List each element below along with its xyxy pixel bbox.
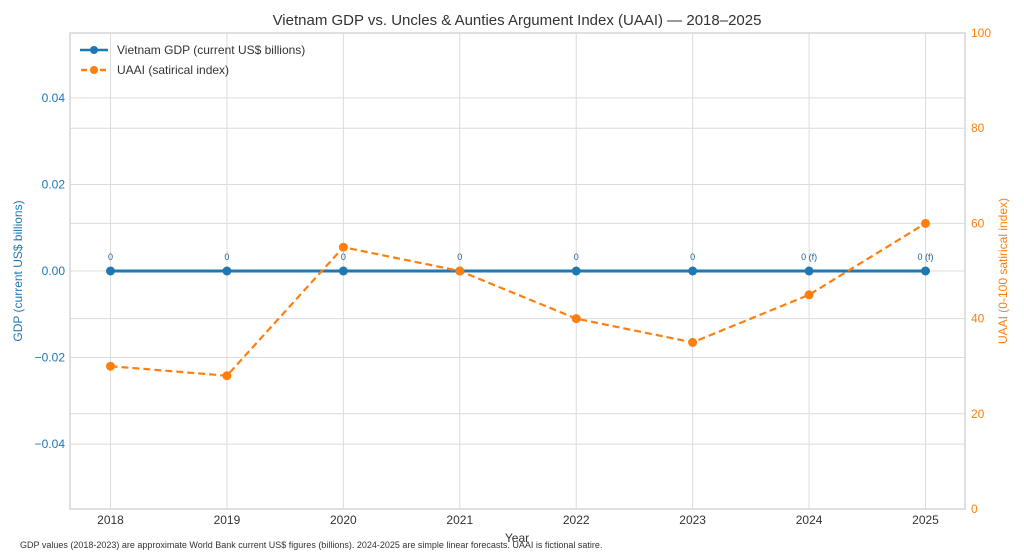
gdp-data-label: 0	[341, 252, 346, 262]
x-tick-label: 2019	[214, 513, 241, 527]
left-axis-ticks: 0.04 0.02 0.00 −0.02 −0.04	[35, 91, 66, 451]
x-tick-label: 2020	[330, 513, 357, 527]
right-tick-label: 100	[971, 26, 991, 40]
footnote: GDP values (2018-2023) are approximate W…	[20, 540, 602, 550]
gdp-point	[571, 266, 581, 276]
legend-uaai-swatch-marker	[90, 66, 98, 74]
gdp-data-label: 0	[457, 252, 462, 262]
gdp-point	[688, 266, 698, 276]
x-tick-label: 2018	[97, 513, 124, 527]
right-tick-label: 40	[971, 312, 985, 326]
x-axis-ticks: 2018 2019 2020 2021 2022 2023 2024 2025	[97, 513, 939, 527]
uaai-point	[338, 242, 348, 252]
legend-gdp-swatch-marker	[90, 46, 98, 54]
uaai-line	[110, 222, 927, 377]
left-tick-label: 0.04	[42, 91, 66, 105]
gdp-data-label: 0	[108, 252, 113, 262]
gdp-point	[804, 266, 814, 276]
uaai-point	[455, 266, 465, 276]
uaai-point	[688, 337, 698, 347]
right-axis-ticks: 100 80 60 40 20 0	[971, 26, 991, 516]
gdp-point	[921, 266, 930, 276]
gdp-data-label: 0	[574, 252, 579, 262]
x-tick-label: 2022	[563, 513, 590, 527]
right-axis-label: UAAI (0-100 satirical index)	[996, 198, 1010, 344]
gdp-point	[106, 266, 115, 276]
legend-gdp-label: Vietnam GDP (current US$ billions)	[117, 43, 305, 57]
x-axis-label: Year	[505, 531, 529, 545]
left-tick-label: −0.04	[35, 437, 66, 451]
right-tick-label: 80	[971, 121, 985, 135]
x-tick-label: 2021	[446, 513, 473, 527]
legend: Vietnam GDP (current US$ billions) UAAI …	[80, 43, 305, 77]
legend-uaai-label: UAAI (satirical index)	[117, 63, 229, 77]
uaai-point	[222, 371, 232, 381]
right-tick-label: 20	[971, 407, 985, 421]
gdp-data-label: 0 (f)	[917, 252, 933, 262]
uaai-point	[571, 314, 581, 324]
left-axis-label: GDP (current US$ billions)	[11, 200, 25, 341]
x-tick-label: 2024	[796, 513, 823, 527]
x-tick-label: 2023	[679, 513, 706, 527]
plot-frame	[69, 32, 966, 510]
gdp-data-label: 0 (f)	[801, 252, 817, 262]
gdp-data-label: 0	[224, 252, 229, 262]
chart-title: Vietnam GDP vs. Uncles & Aunties Argumen…	[273, 12, 762, 29]
left-tick-label: 0.00	[42, 264, 66, 278]
left-tick-label: 0.02	[42, 177, 66, 191]
left-tick-label: −0.02	[35, 351, 66, 365]
x-tick-label: 2025	[912, 513, 939, 527]
right-tick-label: 0	[971, 502, 978, 516]
series-layer: 0 0 0 0 0 0 0 (f) 0 (f)	[106, 218, 934, 381]
uaai-point	[804, 290, 814, 300]
gdp-data-label: 0	[690, 252, 695, 262]
right-tick-label: 60	[971, 216, 985, 230]
uaai-point	[921, 218, 930, 228]
uaai-point	[106, 361, 115, 371]
gdp-point	[222, 266, 232, 276]
gdp-point	[338, 266, 348, 276]
